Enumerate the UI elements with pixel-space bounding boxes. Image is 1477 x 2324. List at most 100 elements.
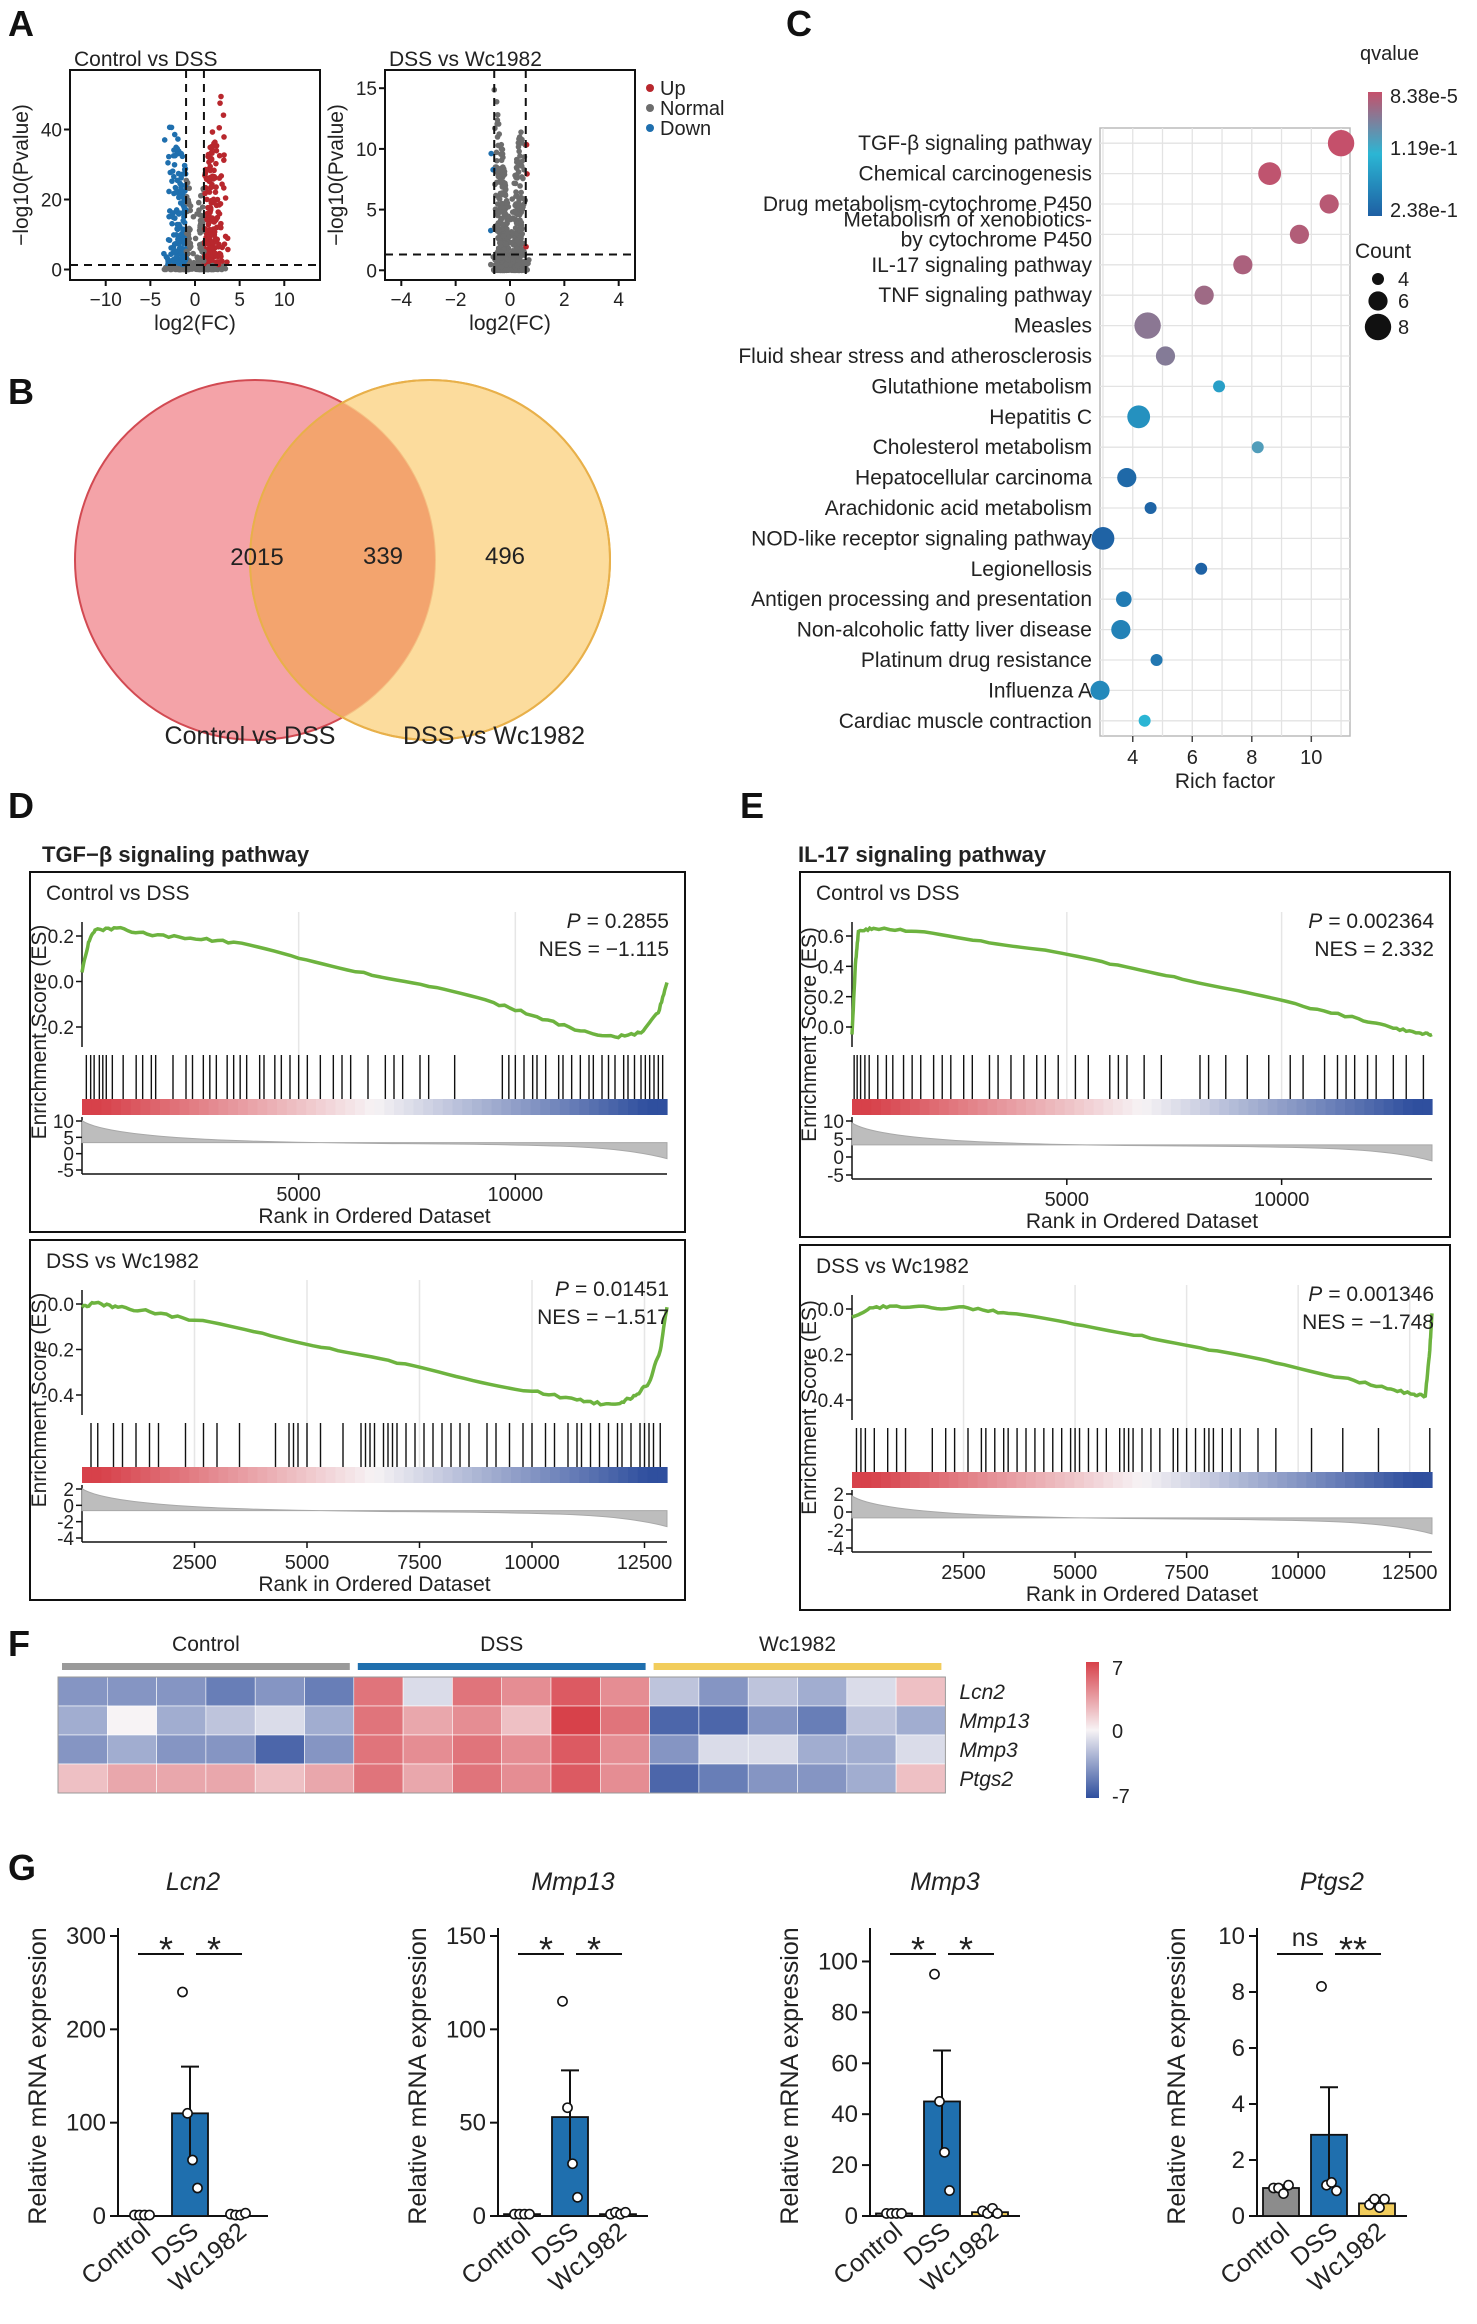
rank-color-segment: [852, 1099, 863, 1115]
rank-color-segment: [598, 1467, 610, 1483]
rank-color-segment: [91, 1467, 103, 1483]
gsea-frame: [29, 1239, 686, 1601]
panel-c-kegg-dotplot: TGF-β signaling pathway Chemical carcinog…: [738, 43, 1458, 793]
rank-color-segment: [1374, 1099, 1385, 1115]
y-tick-label: 5: [366, 201, 377, 222]
rank-color-segment: [1132, 1099, 1143, 1115]
heatmap-cell: [107, 1676, 157, 1707]
rank-color-segment: [1074, 1472, 1085, 1488]
heatmap-cell: [550, 1763, 601, 1794]
volcano-point: [224, 259, 230, 265]
y-tick-label: 15: [356, 79, 377, 100]
volcano-point: [168, 124, 175, 131]
volcano-point: [487, 261, 494, 268]
rank-color-segment: [881, 1099, 892, 1115]
rank-color-segment: [403, 1467, 415, 1483]
venn-overlap: [250, 380, 435, 740]
rank-color-segment: [286, 1467, 298, 1483]
rank-color-segment: [189, 1467, 200, 1483]
volcano-point: [187, 207, 194, 214]
rank-color-segment: [462, 1467, 473, 1483]
x-tick-label: 2: [559, 290, 570, 311]
heatmap-cell: [304, 1705, 355, 1736]
x-tick-label: 10000: [488, 1184, 544, 1206]
y-tick-label: 0: [845, 2203, 858, 2230]
rank-color-segment: [286, 1099, 298, 1115]
rank-color-segment: [881, 1472, 892, 1488]
volcano-point: [498, 254, 504, 261]
volcano-point: [509, 196, 516, 202]
panel-label-f: F: [8, 1623, 30, 1664]
heatmap-cell: [747, 1705, 798, 1736]
rank-color-segment: [559, 1467, 571, 1483]
heatmap-cell: [895, 1676, 946, 1707]
rank-color-segment: [628, 1467, 639, 1483]
rank-color-segment: [598, 1099, 610, 1115]
rank-color-segment: [442, 1099, 454, 1115]
dotplot-point: [1213, 380, 1226, 393]
rank-color-segment: [1200, 1472, 1211, 1488]
count-legend-title: Count: [1355, 240, 1411, 263]
volcano-point: [222, 195, 229, 201]
volcano-point: [512, 210, 519, 217]
rank-color-segment: [1267, 1099, 1278, 1115]
p-value: = 0.002364: [1328, 910, 1434, 933]
volcano-point: [196, 256, 202, 263]
rank-color-segment: [530, 1467, 541, 1483]
rank-color-segment: [1151, 1472, 1162, 1488]
volcano-point: [178, 193, 185, 200]
heatmap-cell: [599, 1705, 650, 1736]
rank-color-segment: [1287, 1472, 1298, 1488]
data-point: [620, 2206, 631, 2218]
rank-color-segment: [169, 1467, 181, 1483]
volcano-point: [493, 98, 500, 105]
rank-color-segment: [1209, 1472, 1220, 1488]
es-tick-label: -0.2: [811, 1346, 844, 1367]
rank-color-segment: [861, 1099, 872, 1115]
rank-color-segment: [1229, 1099, 1240, 1115]
term-label: NOD-like receptor signaling pathway: [751, 527, 1092, 550]
data-point: [562, 2102, 573, 2114]
panel-b-venn-diagram: 2015 339 496 Control vs DSS DSS vs Wc1982: [74, 379, 611, 750]
x-axis-label: log2(FC): [154, 312, 236, 335]
rank-color-segment: [1219, 1099, 1230, 1115]
category-label: Control: [1215, 2217, 1295, 2290]
rank-color-segment: [1122, 1472, 1133, 1488]
rank-color-segment: [1045, 1472, 1056, 1488]
volcano-point: [520, 175, 526, 182]
heatmap-cell: [353, 1676, 404, 1707]
rank-color-segment: [199, 1467, 210, 1483]
volcano-title: Control vs DSS: [74, 48, 218, 71]
y-tick-label: 300: [66, 1923, 106, 1950]
rank-color-segment: [637, 1467, 649, 1483]
rank-color-segment: [228, 1467, 239, 1483]
es-tick-label: -0.2: [41, 1018, 74, 1039]
volcano-point: [509, 256, 516, 262]
panel-f-heatmap: Control DSS Wc1982 Lcn2 Mmp13 Mmp3 Ptgs2 7 0 -7: [57, 1633, 1130, 1808]
rank-color-segment: [1412, 1472, 1423, 1488]
volcano-point: [179, 153, 186, 160]
rank-color-segment: [628, 1099, 639, 1115]
data-point: [144, 2209, 155, 2221]
volcano-point: [513, 189, 519, 195]
volcano-point: [220, 185, 227, 191]
term-label: IL-17 signaling pathway: [871, 254, 1092, 277]
data-point: [524, 2208, 535, 2220]
x-tick-label: 10000: [1270, 1562, 1326, 1584]
volcano-point: [494, 201, 501, 207]
x-tick-label: −4: [390, 290, 412, 311]
heatmap-cell: [57, 1676, 108, 1707]
heatmap-cell: [402, 1676, 453, 1707]
heatmap-cell: [797, 1705, 848, 1736]
rank-color-segment: [1026, 1099, 1037, 1115]
dotplot-point: [1327, 130, 1355, 157]
rank-tick-label: 10: [53, 1112, 74, 1133]
x-tick-label: 6: [1187, 747, 1198, 769]
rank-tick-label: 0: [63, 1145, 74, 1166]
x-tick-label: 0: [505, 290, 516, 311]
rank-color-segment: [861, 1472, 872, 1488]
rank-color-segment: [335, 1099, 346, 1115]
volcano-point: [225, 246, 231, 253]
volcano-point: [174, 145, 181, 152]
heatmap-cell: [304, 1734, 355, 1765]
